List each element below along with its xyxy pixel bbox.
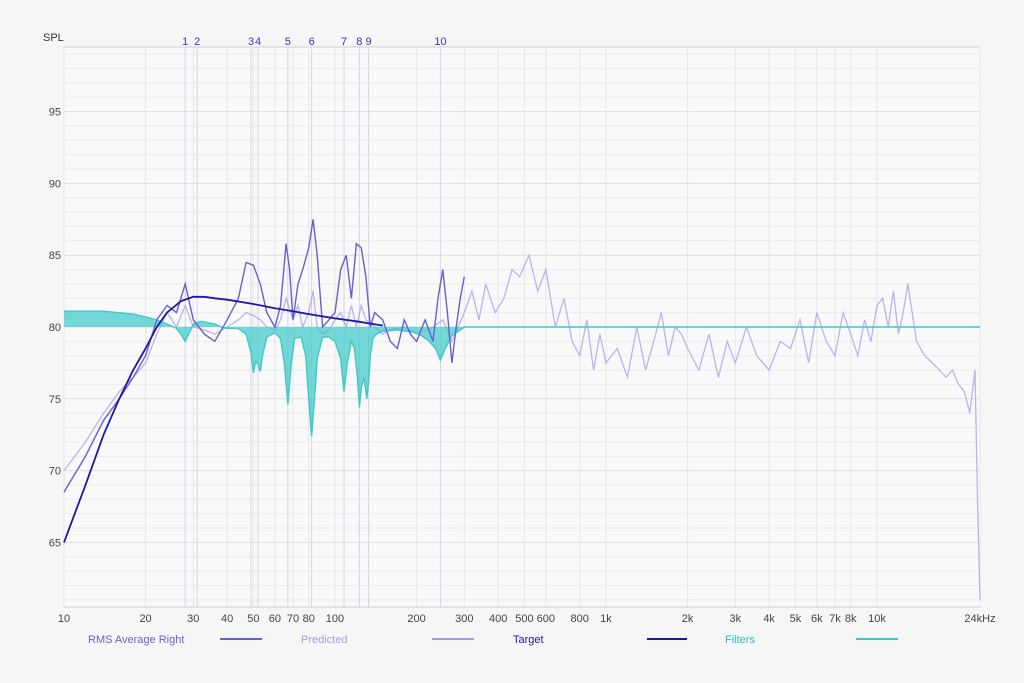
- y-tick-label: 70: [49, 466, 61, 478]
- x-tick-label: 200: [407, 613, 425, 625]
- filter-marker-label: 2: [194, 36, 200, 48]
- y-tick-label: 80: [49, 322, 61, 334]
- filter-marker-label: 9: [365, 36, 371, 48]
- x-tick-label: 300: [455, 613, 473, 625]
- x-tick-label: 4k: [763, 613, 775, 625]
- legend-label: Target: [513, 634, 544, 646]
- legend-label: Predicted: [301, 634, 347, 646]
- x-axis: 10 20 30 40 50 60 70 80 100 200 300 400 500 600 800 1k 2…: [58, 613, 996, 625]
- legend: RMS Average Right Predicted Target Filters: [88, 634, 898, 646]
- x-tick-label: 3k: [729, 613, 741, 625]
- filter-marker-label: 10: [434, 36, 446, 48]
- x-tick-label: 7k: [829, 613, 841, 625]
- filter-marker-label: 4: [255, 36, 261, 48]
- y-tick-label: 85: [49, 250, 61, 262]
- x-tick-label: 5k: [790, 613, 802, 625]
- x-tick-label: 30: [187, 613, 199, 625]
- y-tick-label: 65: [49, 537, 61, 549]
- legend-label: RMS Average Right: [88, 634, 184, 646]
- x-tick-label: 10k: [868, 613, 886, 625]
- x-tick-label: 60: [269, 613, 281, 625]
- x-tick-label: 500: [515, 613, 533, 625]
- y-tick-label: 90: [49, 178, 61, 190]
- x-tick-label: 600: [537, 613, 555, 625]
- filter-marker-label: 8: [356, 36, 362, 48]
- x-tick-label: 70: [287, 613, 299, 625]
- x-tick-label: 10: [58, 613, 70, 625]
- y-tick-label: 75: [49, 394, 61, 406]
- series-line-target: [63, 295, 383, 543]
- filter-marker-label: 5: [285, 36, 291, 48]
- series-layer: [63, 219, 981, 600]
- x-tick-label: 6k: [811, 613, 823, 625]
- filter-marker-label: 3: [248, 36, 254, 48]
- legend-label: Filters: [725, 634, 755, 646]
- filter-marker-label: 1: [182, 36, 188, 48]
- x-tick-label: 800: [571, 613, 589, 625]
- grid-lines: [63, 47, 981, 607]
- x-tick-label: 40: [221, 613, 233, 625]
- x-tick-label: 24kHz: [964, 613, 995, 625]
- x-tick-label: 20: [139, 613, 151, 625]
- y-tick-label: 95: [49, 107, 61, 119]
- x-tick-label: 8k: [845, 613, 857, 625]
- x-tick-label: 2k: [682, 613, 694, 625]
- x-tick-label: 100: [326, 613, 344, 625]
- x-tick-label: 50: [247, 613, 259, 625]
- series-line-rms-average-right: [63, 219, 465, 493]
- filter-marker-label: 6: [309, 36, 315, 48]
- y-axis: 65 70 75 80 85 90 95: [49, 107, 61, 550]
- x-tick-label: 1k: [600, 613, 612, 625]
- y-axis-label: SPL: [43, 32, 64, 44]
- series-line-filters: [64, 310, 980, 437]
- x-tick-label: 80: [303, 613, 315, 625]
- series-area-filters: [64, 311, 980, 437]
- x-tick-label: 400: [489, 613, 507, 625]
- filter-marker-label: 7: [341, 36, 347, 48]
